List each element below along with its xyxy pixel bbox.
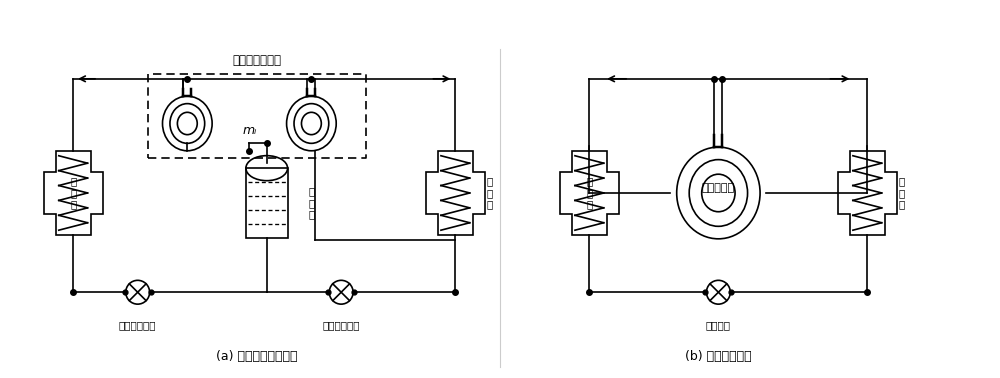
Text: mᵢ: mᵢ: [243, 124, 257, 137]
Text: 单级压缩机: 单级压缩机: [702, 183, 735, 193]
Text: (a) 双级增焉压缩循环: (a) 双级增焉压缩循环: [216, 350, 298, 363]
Text: 蒸
发
器: 蒸 发 器: [487, 177, 493, 209]
Text: 蒸
发
器: 蒸 发 器: [899, 177, 905, 209]
Text: 一级节流装置: 一级节流装置: [119, 320, 156, 330]
Text: 冷
凝
器: 冷 凝 器: [586, 177, 592, 209]
Text: 二级节流装置: 二级节流装置: [322, 320, 360, 330]
Text: 闪
蒸
器: 闪 蒸 器: [308, 186, 315, 220]
Text: 冷
凝
器: 冷 凝 器: [70, 177, 76, 209]
Text: (b) 单级压缩循环: (b) 单级压缩循环: [685, 350, 752, 363]
Text: 双级增焉压缩机: 双级增焉压缩机: [232, 54, 281, 67]
Text: 节流装置: 节流装置: [706, 320, 731, 330]
